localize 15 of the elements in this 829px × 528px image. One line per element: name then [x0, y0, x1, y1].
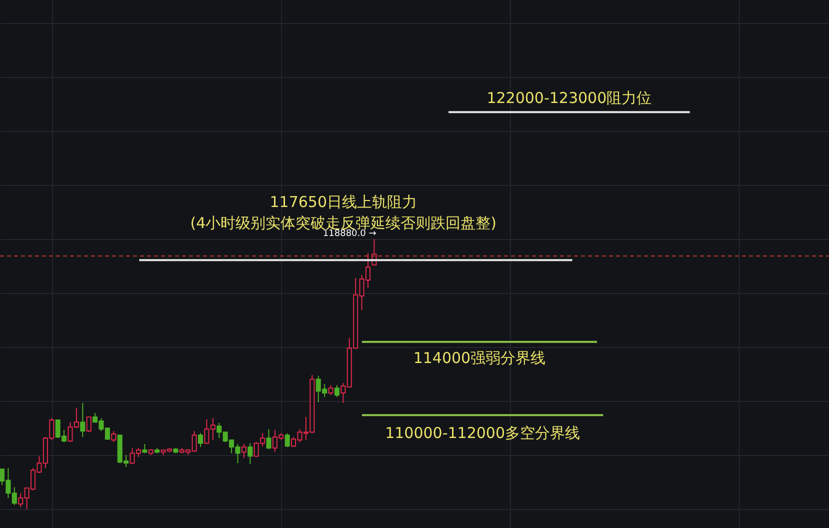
candlestick [111, 430, 116, 443]
candlestick [80, 402, 86, 438]
ref-line-label: 122000-123000阻力位 [486, 89, 652, 108]
annotation: 118880.0 → [322, 229, 377, 240]
candlestick [334, 384, 340, 398]
candlestick [198, 432, 204, 448]
candlestick [328, 384, 334, 396]
candlestick [284, 432, 290, 448]
candlestick [248, 442, 253, 464]
candlestick [86, 416, 92, 433]
ref-line-label: 110000-112000多空分界线 [385, 424, 580, 442]
ref-line-label: 114000强弱分界线 [413, 348, 546, 367]
candlestick [266, 428, 272, 450]
candlestick [142, 444, 148, 454]
candlestick [241, 444, 246, 459]
